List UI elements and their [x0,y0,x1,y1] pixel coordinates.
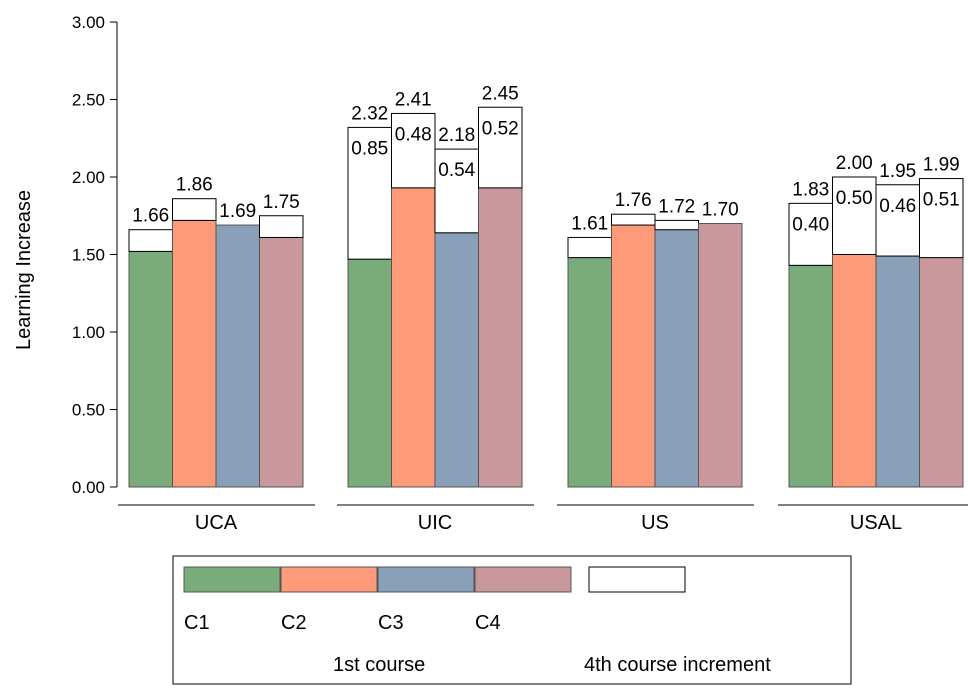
bar-1st-course-uic-c3 [434,232,479,488]
increment-label: 0.40 [792,214,829,235]
total-label: 2.32 [351,103,388,124]
increment-label: 0.51 [923,190,960,211]
bars [128,106,964,488]
total-label: 1.75 [263,192,300,213]
total-label: 1.72 [658,196,695,217]
total-label: 1.69 [219,201,256,222]
bar-1st-course-uic-c1 [347,258,392,488]
increment-label: 0.50 [836,188,873,209]
y-axis-label: Learning Increase [13,190,35,350]
bar-increment-uca-c2 [172,198,217,221]
x-category-label: US [641,512,669,534]
legend: C1 C2 C3 C4 1st course 4th course increment [172,555,852,685]
total-label: 1.61 [571,213,608,234]
x-category-label: USAL [850,512,902,534]
bar-1st-course-uic-c4 [478,187,523,488]
data-labels: 1.66 1.86 1.69 1.75 2.32 0.85 2.41 0.48 2.18 0.54… [132,83,959,235]
bar-1st-course-uic-c2 [391,187,436,488]
bar-1st-course-uca-c2 [172,219,217,488]
bar-1st-course-uca-c3 [215,224,260,488]
x-category-label: UCA [195,512,238,534]
legend-swatch-c4 [474,566,572,593]
bar-increment-uic-c3 [434,148,479,234]
bar-increment-usal-c2 [832,176,877,255]
legend-entry-c3: C3 [378,612,404,634]
legend-swatches: C1 C2 C3 C4 [183,566,686,634]
bar-1st-course-us-c4 [698,223,743,488]
y-tick-label: 3.00 [72,13,105,32]
x-axis: UCA UIC US USAL [118,504,968,534]
y-tick-label: 1.00 [72,323,105,342]
y-axis: 0.00 0.50 1.00 1.50 2.00 2.50 3.00 [72,13,118,497]
increment-label: 0.85 [351,138,388,159]
legend-swatch-c2 [280,566,378,593]
increment-label: 0.52 [482,118,519,139]
legend-group-label-4th-course-increment: 4th course increment [584,654,771,676]
bar-increment-uic-c2 [391,112,436,189]
bar-increment-usal-c3 [875,184,920,257]
total-label: 1.99 [923,155,960,176]
legend-entry-c1: C1 [184,612,210,634]
legend-frame [172,555,852,685]
bar-increment-uca-c1 [128,229,173,252]
total-label: 2.18 [438,125,475,146]
y-tick-label: 2.50 [72,91,105,110]
y-tick-label: 2.00 [72,168,105,187]
bar-increment-uca-c4 [259,215,304,238]
legend-swatch-c3 [377,566,475,593]
increment-label: 0.48 [395,124,432,145]
bar-1st-course-us-c2 [611,224,656,488]
bar-1st-course-us-c1 [567,257,612,488]
total-label: 2.45 [482,83,519,104]
legend-swatch-c1 [183,566,281,593]
bar-increment-us-c3 [654,219,699,231]
total-label: 1.83 [792,179,829,200]
bar-1st-course-uca-c1 [128,250,173,488]
y-tick-label: 0.50 [72,401,105,420]
increment-label: 0.46 [879,196,916,217]
legend-group-label-1st-course: 1st course [333,654,425,676]
y-tick-label: 1.50 [72,246,105,265]
bar-1st-course-usal-c1 [788,264,833,488]
bar-1st-course-usal-c3 [875,255,920,488]
bar-1st-course-usal-c2 [832,254,877,488]
legend-swatch-increment [588,566,686,593]
total-label: 1.70 [702,200,739,221]
bar-increment-us-c1 [567,236,612,259]
x-category-label: UIC [418,512,452,534]
bar-increment-uic-c4 [478,106,523,189]
bar-increment-uic-c1 [347,126,392,260]
y-tick-label: 0.00 [72,478,105,497]
bar-increment-us-c2 [611,213,656,226]
legend-entry-c4: C4 [475,612,501,634]
bar-increment-usal-c4 [919,178,964,259]
total-label: 2.41 [395,89,432,110]
bar-1st-course-us-c3 [654,229,699,488]
total-label: 1.95 [879,161,916,182]
total-label: 1.76 [615,190,652,211]
increment-label: 0.54 [438,160,475,181]
total-label: 2.00 [836,153,873,174]
legend-entry-c2: C2 [281,612,307,634]
total-label: 1.66 [132,206,169,227]
bar-1st-course-usal-c4 [919,257,964,488]
total-label: 1.86 [176,175,213,196]
bar-1st-course-uca-c4 [259,236,304,488]
